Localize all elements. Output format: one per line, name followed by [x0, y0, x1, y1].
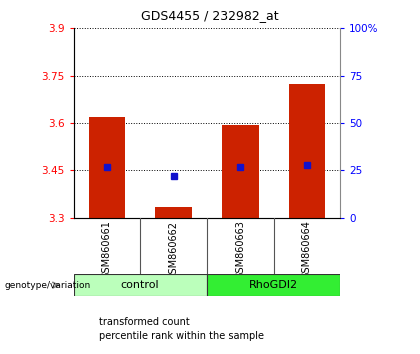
Text: percentile rank within the sample: percentile rank within the sample [99, 331, 264, 341]
Text: GSM860664: GSM860664 [302, 221, 312, 279]
Bar [155, 207, 192, 218]
Bar [89, 117, 125, 218]
Text: genotype/variation: genotype/variation [4, 281, 90, 290]
Text: GSM860662: GSM860662 [168, 221, 178, 280]
Bar [289, 84, 325, 218]
Text: transformed count: transformed count [99, 317, 189, 327]
Text: GDS4455 / 232982_at: GDS4455 / 232982_at [141, 10, 279, 22]
Bar [74, 274, 207, 296]
Text: control: control [121, 280, 160, 290]
Text: RhoGDI2: RhoGDI2 [249, 280, 298, 290]
Bar [222, 125, 259, 218]
Text: GSM860663: GSM860663 [235, 221, 245, 279]
Text: GSM860661: GSM860661 [102, 221, 112, 279]
Bar [207, 274, 340, 296]
